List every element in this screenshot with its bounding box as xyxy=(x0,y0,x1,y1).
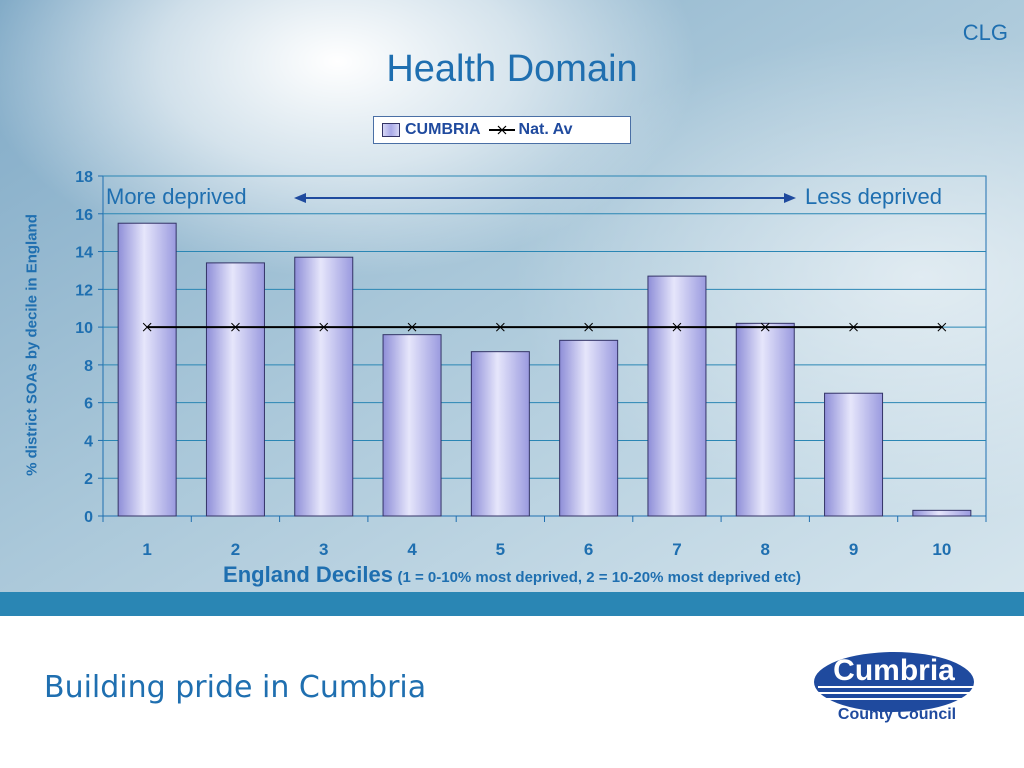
svg-text:Cumbria: Cumbria xyxy=(833,654,955,687)
y-tick-label: 10 xyxy=(75,320,93,337)
nat-av-marker xyxy=(584,322,594,332)
x-tick-label: 10 xyxy=(932,540,951,559)
x-tick-label: 6 xyxy=(584,540,593,559)
x-tick-label: 8 xyxy=(761,540,770,559)
footer-band xyxy=(0,592,1024,616)
bar-cumbria xyxy=(559,339,619,517)
y-tick-label: 6 xyxy=(84,396,93,413)
legend-label-cumbria: CUMBRIA xyxy=(405,121,481,138)
x-tick-label: 1 xyxy=(142,540,151,559)
bar-cumbria xyxy=(205,262,265,517)
x-tick-label: 9 xyxy=(849,540,858,559)
logo-subtext: County Council xyxy=(837,706,957,723)
x-tick-label: 3 xyxy=(319,540,328,559)
y-tick-label: 14 xyxy=(75,245,93,262)
cumbria-logo: Cumbria xyxy=(814,652,974,712)
annotation-less-deprived: Less deprived xyxy=(805,184,942,209)
y-tick-label: 18 xyxy=(75,169,93,186)
nat-av-marker xyxy=(142,322,152,332)
bar-cumbria xyxy=(824,392,884,517)
arrow-head-left xyxy=(294,193,306,203)
bar-cumbria xyxy=(647,275,707,517)
annotation-more-deprived: More deprived xyxy=(106,184,247,209)
x-tick-label: 4 xyxy=(407,540,417,559)
nat-av-marker xyxy=(760,322,770,332)
nat-av-marker xyxy=(672,322,682,332)
y-axis-label: % district SOAs by decile in England xyxy=(23,214,41,476)
legend-line-icon xyxy=(488,125,515,135)
x-tick-label: 7 xyxy=(672,540,681,559)
y-tick-label: 2 xyxy=(84,471,93,488)
nat-av-marker xyxy=(231,322,240,332)
bar-cumbria xyxy=(382,334,442,517)
bar-cumbria xyxy=(470,351,530,517)
x-axis-label-wrap: England Deciles (1 = 0-10% most deprived… xyxy=(0,562,1024,588)
nat-av-marker xyxy=(495,322,505,332)
y-tick-label: 0 xyxy=(84,509,93,526)
bar-cumbria xyxy=(735,322,795,517)
nat-av-marker xyxy=(407,322,417,332)
arrow-head-right xyxy=(784,193,796,203)
chart-legend: CUMBRIA Nat. Av xyxy=(373,116,631,144)
x-tick-label: 5 xyxy=(496,540,505,559)
y-tick-label: 12 xyxy=(75,282,93,299)
y-tick-label: 8 xyxy=(84,358,93,375)
nat-av-marker xyxy=(937,322,947,332)
footer-slogan: Building pride in Cumbria xyxy=(44,670,427,705)
chart-title: Health Domain xyxy=(386,48,638,90)
bar-cumbria xyxy=(294,256,354,517)
y-tick-label: 4 xyxy=(84,433,93,450)
corner-label: CLG xyxy=(962,20,1008,45)
bar-cumbria xyxy=(117,222,177,517)
bar-cumbria xyxy=(912,509,972,517)
y-tick-label: 16 xyxy=(75,207,93,224)
legend-label-nat-av: Nat. Av xyxy=(518,121,573,138)
nat-av-marker xyxy=(849,322,858,332)
x-axis-note: (1 = 0-10% most deprived, 2 = 10-20% mos… xyxy=(397,569,801,586)
nat-av-marker xyxy=(319,322,329,332)
x-axis-label: England Deciles xyxy=(223,562,393,587)
legend-swatch-cumbria xyxy=(382,123,400,137)
x-tick-label: 2 xyxy=(231,540,240,559)
